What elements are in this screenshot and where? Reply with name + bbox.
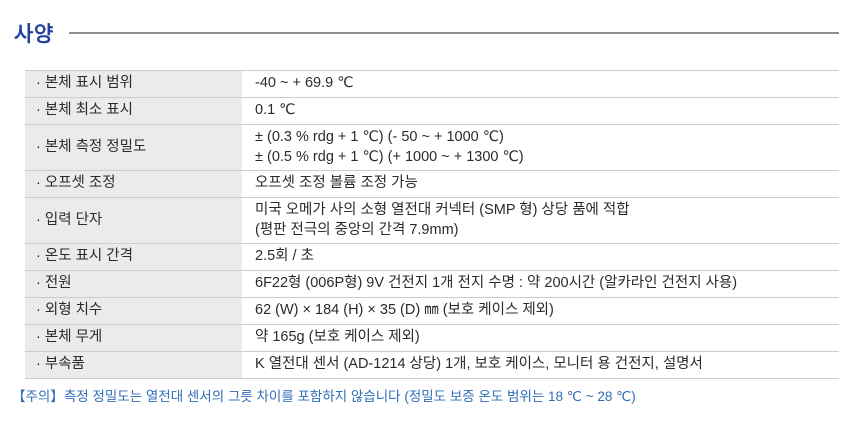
table-row: · 전원 6F22형 (006P형) 9V 건전지 1개 전지 수명 : 약 2…: [25, 271, 839, 298]
table-row: · 본체 표시 범위 -40 ~ + 69.9 ℃: [25, 71, 839, 98]
table-row: · 온도 표시 간격 2.5회 / 초: [25, 244, 839, 271]
spec-label: · 입력 단자: [25, 198, 242, 243]
spec-value: 6F22형 (006P형) 9V 건전지 1개 전지 수명 : 약 200시간 …: [255, 275, 738, 292]
table-row: · 오프셋 조정 오프셋 조정 볼륨 조정 가능: [25, 171, 839, 198]
spec-label: · 본체 표시 범위: [25, 71, 242, 97]
table-row: · 입력 단자 미국 오메가 사의 소형 열전대 커넥터 (SMP 형) 상당 …: [25, 198, 839, 244]
table-row: · 본체 최소 표시 0.1 ℃: [25, 98, 839, 125]
table-row: · 외형 치수 62 (W) × 184 (H) × 35 (D) ㎜ (보호 …: [25, 298, 839, 325]
spec-value: 약 165g (보호 케이스 제외): [255, 329, 420, 346]
spec-label: · 본체 측정 정밀도: [25, 125, 242, 170]
spec-label: · 오프셋 조정: [25, 171, 242, 197]
table-row: · 부속품 K 열전대 센서 (AD-1214 상당) 1개, 보호 케이스, …: [25, 352, 839, 379]
spec-label: · 부속품: [25, 352, 242, 378]
spec-value: 2.5회 / 초: [255, 248, 314, 265]
spec-value: -40 ~ + 69.9 ℃: [255, 75, 354, 92]
spec-label: · 본체 무게: [25, 325, 242, 351]
table-row: · 본체 측정 정밀도 ± (0.3 % rdg + 1 ℃) (- 50 ~ …: [25, 125, 839, 171]
spec-table: · 본체 표시 범위 -40 ~ + 69.9 ℃ · 본체 최소 표시 0.1…: [25, 70, 839, 379]
spec-label: · 외형 치수: [25, 298, 242, 324]
caution-note: 【주의】측정 정밀도는 열전대 센서의 그릇 차이를 포함하지 않습니다 (정밀…: [12, 389, 636, 404]
spec-value: ± (0.3 % rdg + 1 ℃) (- 50 ~ + 1000 ℃) ± …: [255, 129, 524, 165]
section-header: 사양: [0, 0, 860, 46]
page-title: 사양: [14, 22, 54, 46]
spec-value: 0.1 ℃: [255, 102, 296, 119]
title-divider-line: [68, 31, 839, 34]
spec-label: · 전원: [25, 271, 242, 297]
spec-value: 미국 오메가 사의 소형 열전대 커넥터 (SMP 형) 상당 품에 적합 (평…: [255, 202, 630, 238]
spec-value: 오프셋 조정 볼륨 조정 가능: [255, 175, 418, 192]
spec-label: · 온도 표시 간격: [25, 244, 242, 270]
spec-label: · 본체 최소 표시: [25, 98, 242, 124]
spec-value: K 열전대 센서 (AD-1214 상당) 1개, 보호 케이스, 모니터 용 …: [255, 356, 703, 373]
spec-value: 62 (W) × 184 (H) × 35 (D) ㎜ (보호 케이스 제외): [255, 302, 554, 319]
table-row: · 본체 무게 약 165g (보호 케이스 제외): [25, 325, 839, 352]
